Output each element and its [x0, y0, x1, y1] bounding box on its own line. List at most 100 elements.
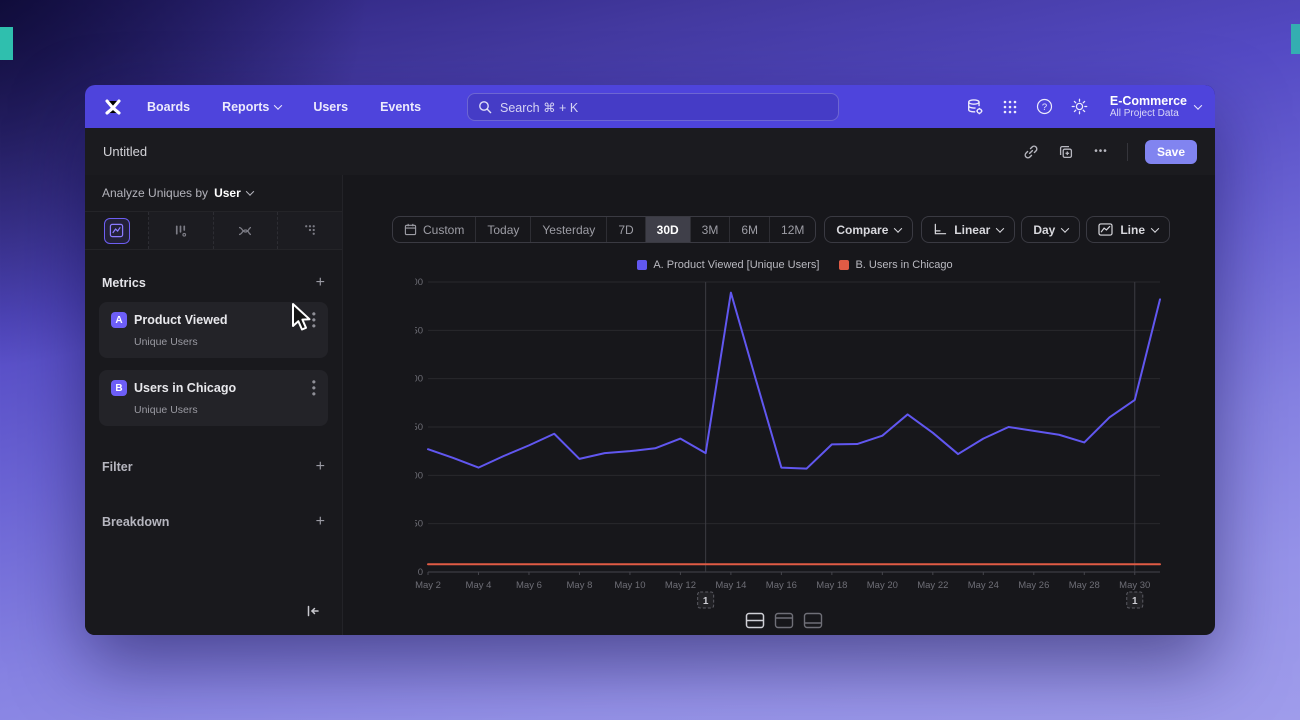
- layout-chart-view-icon[interactable]: [774, 612, 794, 629]
- report-title[interactable]: Untitled: [103, 144, 148, 159]
- x-tick-label: May 18: [816, 580, 847, 591]
- x-tick-label: May 14: [715, 580, 746, 591]
- annotation-badge[interactable]: [1126, 591, 1144, 609]
- range-today[interactable]: Today: [475, 217, 530, 242]
- tab-funnels[interactable]: [149, 212, 214, 249]
- range-custom[interactable]: Custom: [393, 217, 475, 242]
- metric-subtitle[interactable]: Unique Users: [134, 404, 198, 416]
- annotation-badge-label: 1: [1132, 596, 1138, 607]
- metric-card-b[interactable]: B Users in Chicago • • • Unique Users: [99, 370, 328, 426]
- legend-item[interactable]: A. Product Viewed [Unique Users]: [637, 259, 819, 271]
- tab-flows[interactable]: [213, 212, 278, 249]
- metrics-header: Metrics +: [85, 274, 342, 291]
- report-titlebar: Untitled •••: [85, 128, 1215, 175]
- background-accent: [1291, 24, 1300, 54]
- range-30d[interactable]: 30D: [644, 217, 690, 242]
- search-input[interactable]: Search ⌘ + K: [467, 93, 839, 121]
- range-yesterday[interactable]: Yesterday: [530, 217, 606, 242]
- range-7d[interactable]: 7D: [606, 217, 644, 242]
- apps-grid-icon[interactable]: [1001, 98, 1019, 116]
- interval-selector[interactable]: Day: [1021, 216, 1081, 243]
- chevron-down-icon: [996, 223, 1005, 233]
- insights-chart-icon: [103, 217, 130, 244]
- background-accent: [0, 27, 13, 60]
- save-button[interactable]: Save: [1144, 139, 1197, 164]
- y-tick-label: 750: [415, 422, 423, 433]
- tab-retention[interactable]: [277, 212, 342, 249]
- more-icon[interactable]: •••: [1094, 146, 1108, 157]
- filter-header: Filter +: [85, 458, 342, 475]
- legend-label: B. Users in Chicago: [855, 259, 953, 271]
- y-tick-label: 1,000: [415, 374, 423, 385]
- svg-text:?: ?: [1042, 102, 1047, 113]
- analyze-value[interactable]: User: [214, 186, 241, 200]
- line-chart[interactable]: 0 250 500 750 1,000 1,250 1,500 1 1 May 2 May 4 May…: [415, 275, 1175, 615]
- data-management-icon[interactable]: [966, 98, 984, 116]
- metrics-title: Metrics: [102, 276, 146, 290]
- compare-button[interactable]: Compare: [824, 216, 914, 243]
- legend-item[interactable]: B. Users in Chicago: [839, 259, 953, 271]
- metric-menu-icon[interactable]: • • •: [311, 307, 316, 333]
- x-tick-label: May 22: [917, 580, 948, 591]
- range-3m[interactable]: 3M: [689, 217, 730, 242]
- link-icon[interactable]: [1022, 143, 1040, 161]
- duplicate-icon[interactable]: [1057, 143, 1075, 161]
- search-icon: [479, 101, 492, 114]
- divider: [1126, 142, 1128, 161]
- scale-selector[interactable]: Linear: [921, 216, 1016, 243]
- y-tick-label: 0: [418, 567, 423, 578]
- add-metric-button[interactable]: +: [315, 274, 325, 291]
- layout-split-view-icon[interactable]: [745, 612, 765, 629]
- collapse-sidebar-icon[interactable]: [306, 604, 320, 622]
- funnels-bars-icon: [176, 225, 187, 237]
- layout-toggles: [745, 612, 823, 629]
- app-window: Boards Reports Users Events Search ⌘ + K: [85, 85, 1215, 635]
- x-tick-label: May 16: [766, 580, 797, 591]
- chevron-down-icon: [894, 223, 903, 233]
- range-6m[interactable]: 6M: [729, 217, 769, 242]
- mixpanel-logo-icon[interactable]: [101, 95, 125, 119]
- annotation-badge[interactable]: [697, 591, 715, 609]
- metric-badge: A: [111, 312, 127, 328]
- metric-card-a[interactable]: A Product Viewed • • • Unique Users: [99, 302, 328, 358]
- add-filter-button[interactable]: +: [315, 458, 325, 475]
- retention-dots-icon: [305, 225, 316, 235]
- report-type-tabs: [85, 212, 342, 250]
- legend-swatch: [637, 260, 648, 270]
- layout-table-view-icon[interactable]: [803, 612, 823, 629]
- analyze-uniques-row[interactable]: Analyze Uniques by User: [85, 175, 342, 212]
- x-tick-label: May 30: [1119, 580, 1150, 591]
- nav-item-boards[interactable]: Boards: [147, 99, 191, 114]
- metric-menu-icon[interactable]: • • •: [311, 375, 316, 401]
- x-tick-label: May 24: [968, 580, 999, 591]
- nav-item-events[interactable]: Events: [380, 99, 422, 114]
- y-tick-label: 500: [415, 470, 423, 481]
- date-range-segmented-control: Custom Today Yesterday 7D 30D 3M 6M 12M: [392, 216, 817, 243]
- chart-controls: Custom Today Yesterday 7D 30D 3M 6M 12M …: [392, 216, 1170, 243]
- gear-icon[interactable]: [1071, 98, 1089, 116]
- nav-item-reports[interactable]: Reports: [222, 100, 283, 114]
- metric-subtitle[interactable]: Unique Users: [134, 336, 198, 348]
- chevron-down-icon: [245, 187, 254, 196]
- breakdown-title: Breakdown: [102, 515, 170, 529]
- range-12m[interactable]: 12M: [769, 217, 815, 242]
- x-tick-label: May 4: [466, 580, 492, 591]
- project-subtitle: All Project Data: [1109, 108, 1179, 119]
- chart-type-selector[interactable]: Line: [1086, 216, 1170, 243]
- legend-label: A. Product Viewed [Unique Users]: [653, 259, 820, 271]
- help-icon[interactable]: ?: [1036, 98, 1054, 116]
- project-selector[interactable]: E-Commerce All Project Data: [1109, 94, 1203, 119]
- tab-insights[interactable]: [85, 212, 150, 249]
- axis-scale-icon: [935, 223, 947, 235]
- x-tick-label: May 20: [867, 580, 898, 591]
- x-tick-label: May 6: [516, 580, 542, 591]
- nav-item-users[interactable]: Users: [313, 99, 349, 114]
- metric-name: Users in Chicago: [134, 381, 237, 395]
- series-line-a[interactable]: [427, 291, 1161, 470]
- add-breakdown-button[interactable]: +: [315, 513, 325, 530]
- y-tick-label: 1,250: [415, 325, 423, 336]
- search-placeholder: Search ⌘ + K: [500, 100, 579, 115]
- legend-swatch: [839, 260, 850, 270]
- breakdown-header: Breakdown +: [85, 513, 342, 530]
- flows-icon: [239, 226, 252, 235]
